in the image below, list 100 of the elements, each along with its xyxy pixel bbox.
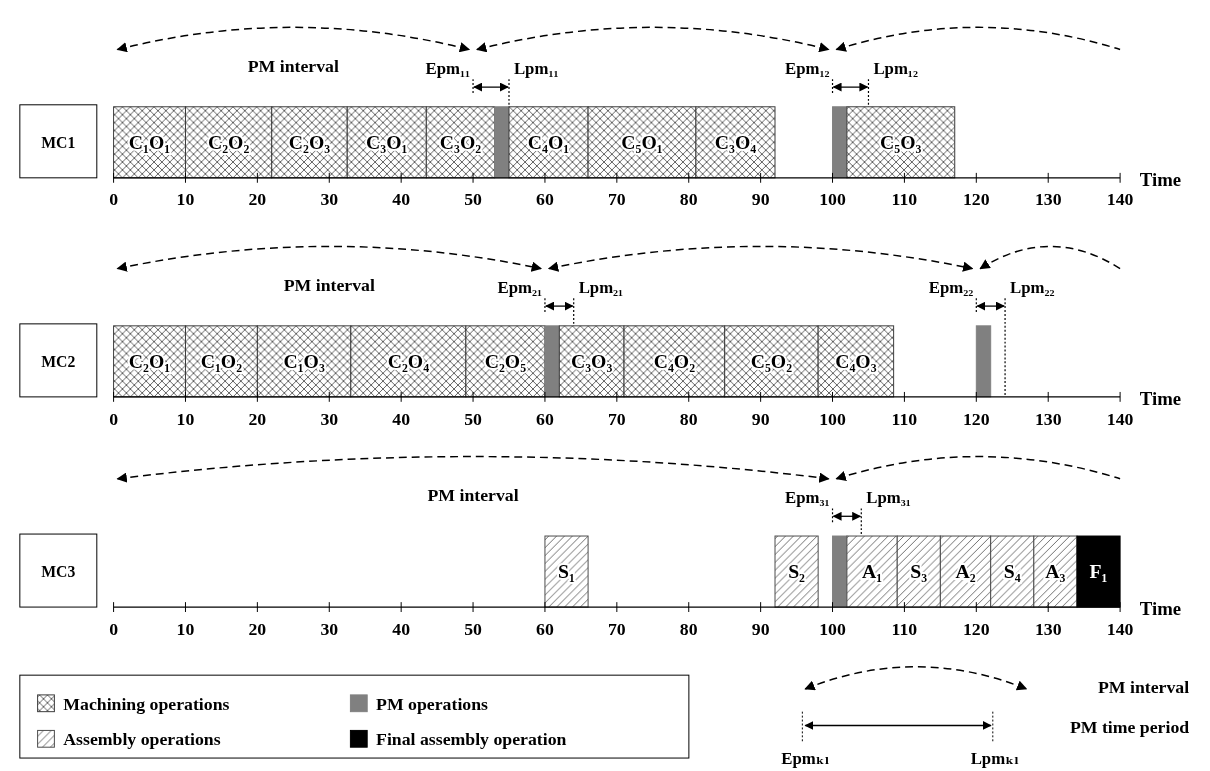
series-label: C₃O₄	[714, 131, 757, 154]
series-label: C₅O₁	[621, 131, 663, 154]
bar	[975, 325, 992, 398]
series-label: C₁O₁	[128, 131, 171, 154]
series-label: C₁O₃	[283, 350, 325, 373]
x-tick-label: 140	[1106, 189, 1134, 210]
ref-line-label: Lpm₃₁	[866, 488, 911, 508]
x-tick-label: 120	[963, 408, 990, 429]
bar	[846, 106, 956, 179]
x-tick-label: 130	[1034, 189, 1062, 210]
x-tick-label: 40	[392, 618, 411, 639]
x-tick-label: 0	[109, 618, 119, 639]
series-label: A₂	[955, 560, 976, 583]
x-tick-label: 10	[176, 189, 195, 210]
series-label: S₄	[1003, 560, 1021, 583]
series-label: C₂O₅	[484, 350, 527, 373]
bar	[832, 106, 848, 179]
series-label: S₂	[788, 560, 806, 583]
x-tick-label: 50	[464, 189, 483, 210]
series-label: A₃	[1045, 560, 1066, 583]
text: Epmₖₗ	[781, 748, 830, 768]
y-tick-label: MC1	[41, 134, 76, 152]
x-tick-label: 40	[392, 408, 411, 429]
series-label: C₁O₂	[200, 350, 243, 373]
x-tick-label: 130	[1034, 408, 1062, 429]
legend-label: PM operations	[376, 693, 489, 714]
legend-label: Final assembly operation	[376, 729, 567, 750]
x-tick-label: 90	[751, 189, 770, 210]
ref-line-label: Epm₁₁	[425, 59, 471, 79]
x-tick-label: 140	[1106, 618, 1134, 639]
series-label: F₁	[1089, 560, 1108, 583]
x-tick-label: 30	[320, 189, 339, 210]
x-tick-label: 130	[1034, 618, 1062, 639]
x-axis-title: Time	[1139, 168, 1182, 190]
x-tick-label: 30	[320, 408, 339, 429]
series-label: C₂O₄	[387, 350, 430, 373]
text: PM interval	[283, 275, 375, 296]
series-label: C₃O₂	[439, 131, 482, 154]
x-tick-label: 20	[248, 618, 267, 639]
x-tick-label: 80	[679, 618, 698, 639]
series-label: C₄O₂	[653, 350, 696, 373]
bar	[832, 535, 848, 608]
x-tick-label: 100	[819, 618, 846, 639]
text: PM interval	[247, 56, 339, 77]
ref-line-label: Lpm₂₁	[578, 278, 624, 298]
ref-line-label: Epm₂₁	[497, 278, 542, 298]
x-tick-label: 120	[963, 189, 990, 210]
x-tick-label: 10	[176, 408, 195, 429]
x-tick-label: 80	[679, 408, 698, 429]
bar	[494, 106, 510, 179]
x-tick-label: 110	[891, 189, 918, 210]
x-tick-label: 90	[751, 618, 770, 639]
x-tick-label: 70	[607, 618, 626, 639]
x-tick-label: 70	[607, 408, 626, 429]
series-label: C₄O₁	[527, 131, 570, 154]
x-tick-label: 100	[819, 408, 846, 429]
x-tick-label: 40	[392, 189, 411, 210]
y-tick-label: MC3	[41, 563, 76, 581]
x-axis-title: Time	[1139, 597, 1182, 619]
series-label: C₂O₃	[288, 131, 331, 154]
ref-line-label: Lpm₂₂	[1010, 278, 1055, 298]
x-tick-label: 50	[464, 618, 483, 639]
x-tick-label: 140	[1106, 408, 1134, 429]
series-label: C₂O₂	[207, 131, 250, 154]
x-tick-label: 0	[109, 189, 119, 210]
x-tick-label: 50	[464, 408, 483, 429]
x-tick-label: 100	[819, 189, 846, 210]
x-tick-label: 20	[248, 189, 267, 210]
text: PM interval	[1097, 676, 1190, 697]
x-tick-label: 20	[248, 408, 267, 429]
ref-line-label: Lpm₁₂	[873, 59, 918, 79]
series-label: C₄O₃	[835, 350, 877, 373]
x-tick-label: 60	[536, 408, 554, 429]
bar	[544, 535, 589, 608]
ref-line-label: Epm₁₂	[785, 59, 830, 79]
series-label: C₂O₁	[128, 350, 171, 373]
x-tick-label: 10	[176, 618, 195, 639]
x-tick-label: 60	[536, 189, 554, 210]
legend-label: Machining operations	[63, 693, 230, 714]
y-tick-label: MC2	[41, 353, 76, 371]
x-tick-label: 80	[679, 189, 698, 210]
legend-label: Assembly operations	[63, 729, 221, 750]
series-label: C₅O₃	[880, 131, 922, 154]
series-label: S₃	[910, 560, 928, 583]
x-tick-label: 90	[751, 408, 770, 429]
x-tick-label: 60	[536, 618, 554, 639]
x-tick-label: 70	[607, 189, 626, 210]
ref-line-label: Epm₂₂	[928, 278, 974, 298]
series-label: A₁	[861, 560, 883, 583]
text: PM interval	[427, 485, 519, 506]
x-axis-title: Time	[1139, 387, 1182, 409]
x-tick-label: 30	[320, 618, 339, 639]
series-label: C₅O₂	[750, 350, 793, 373]
x-tick-label: 110	[891, 618, 918, 639]
text: PM time period	[1069, 717, 1190, 738]
bar	[774, 535, 819, 608]
series-label: S₁	[558, 560, 576, 583]
bar	[544, 325, 560, 398]
text: Lpmₖₗ	[970, 748, 1019, 768]
x-tick-label: 0	[109, 408, 119, 429]
